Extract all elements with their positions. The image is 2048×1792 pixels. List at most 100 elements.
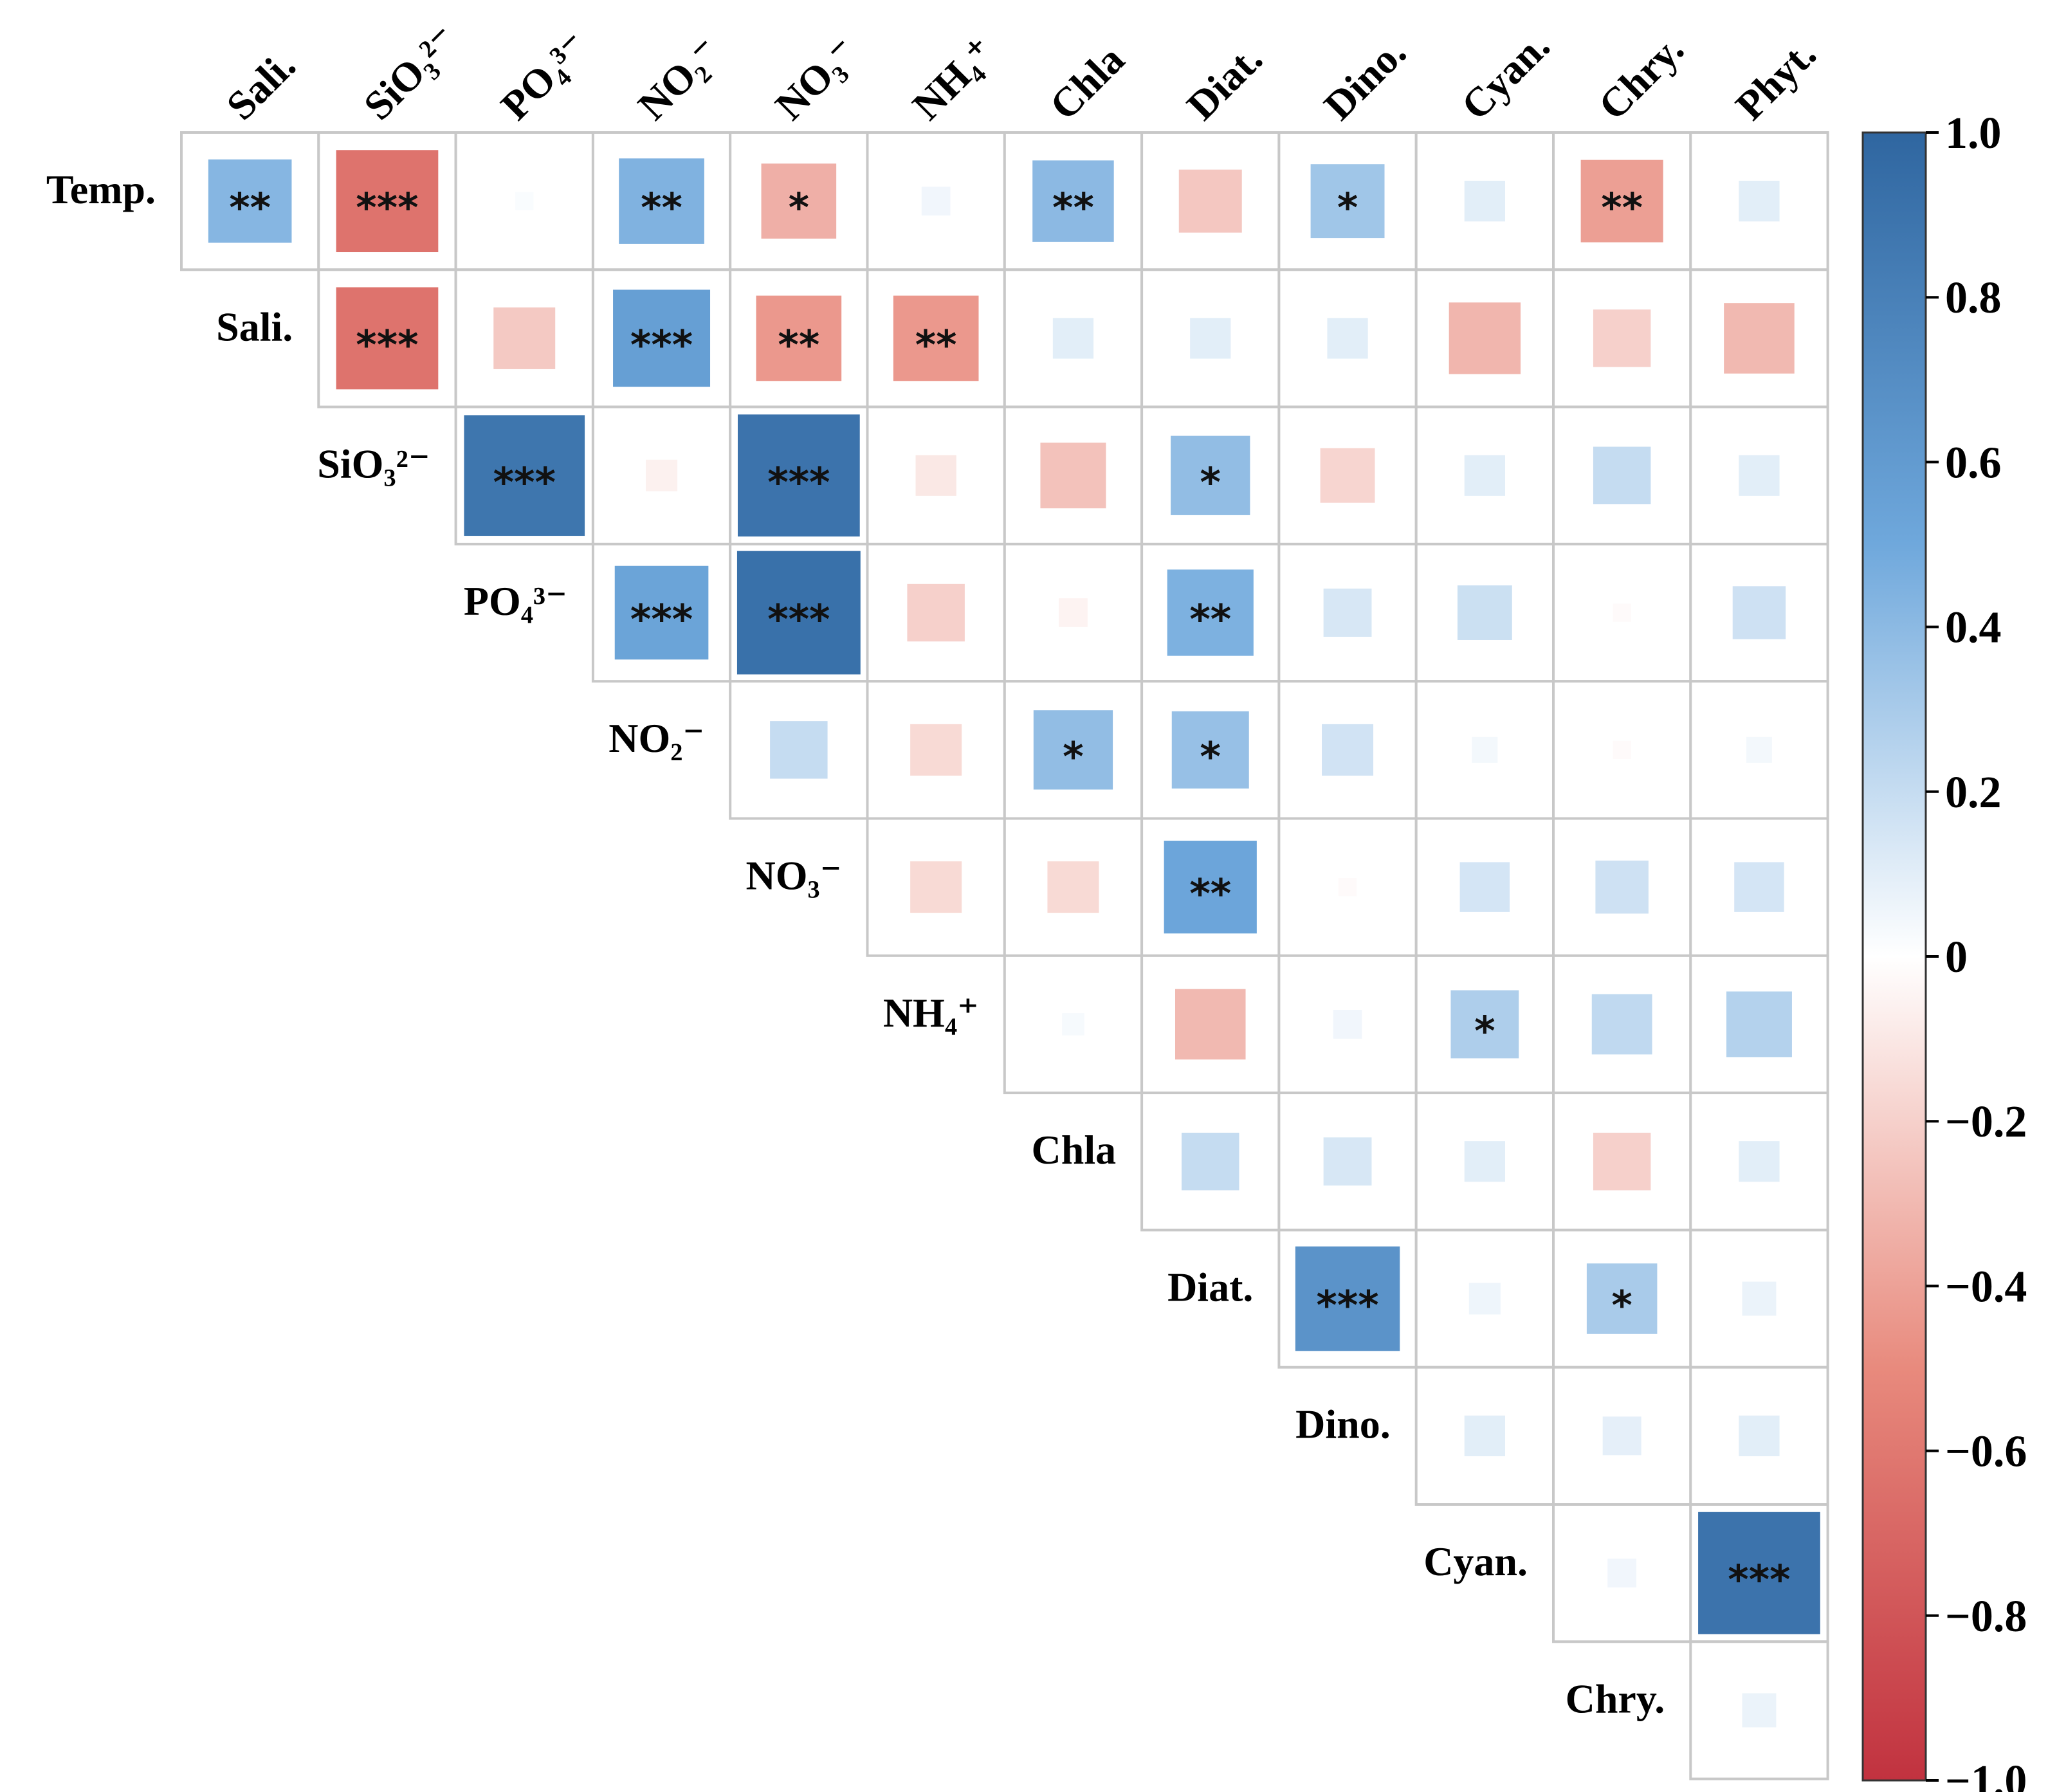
cell-no2-nh4 <box>866 680 1006 820</box>
column-label-phyt: Phyt. <box>1727 31 1825 129</box>
correlation-square <box>1032 160 1114 242</box>
correlation-square <box>1742 1281 1777 1316</box>
cell-sio32-no2 <box>591 405 732 545</box>
correlation-square <box>761 163 837 239</box>
correlation-square <box>1310 164 1385 239</box>
row-label-cyan: Cyan. <box>1423 1539 1528 1584</box>
significance-marker: *** <box>767 596 830 643</box>
correlation-square <box>1602 1416 1641 1456</box>
correlation-square <box>1175 989 1246 1060</box>
cell-temp-chry: ** <box>1552 131 1692 271</box>
cell-sio32-dino <box>1277 405 1418 545</box>
correlation-square <box>1464 181 1505 222</box>
cell-sali-no2: *** <box>591 268 732 408</box>
correlation-square <box>1593 446 1651 504</box>
significance-marker: *** <box>767 459 830 506</box>
significance-marker: * <box>1200 459 1221 506</box>
correlation-square <box>1746 736 1772 763</box>
correlation-square <box>1295 1246 1400 1351</box>
colorbar-tick-label: −0.2 <box>1945 1097 2027 1147</box>
correlation-square <box>736 551 861 675</box>
cell-po43-no2: *** <box>591 542 732 683</box>
correlation-square <box>910 724 962 776</box>
significance-marker: ** <box>915 322 957 369</box>
cell-sio32-cyan <box>1414 405 1555 545</box>
correlation-square <box>336 287 439 390</box>
colorbar-tick-label: 0.4 <box>1945 603 2002 653</box>
cell-po43-no3: *** <box>729 542 869 683</box>
correlation-square <box>756 295 842 381</box>
significance-marker: ** <box>229 185 271 232</box>
column-label-cyan: Cyan. <box>1452 23 1559 129</box>
correlation-square <box>1190 318 1231 359</box>
column-label-sio32: SiO₃²⁻ <box>355 17 467 129</box>
row-label-nh4: NH₄⁺ <box>883 990 979 1036</box>
cell-nh4-dino <box>1277 954 1418 1095</box>
cell-no3-dino <box>1277 817 1418 957</box>
correlation-square <box>1464 1415 1505 1456</box>
correlation-square <box>1586 1263 1658 1334</box>
cell-chry-phyt <box>1689 1640 1829 1780</box>
cell-po43-nh4 <box>866 542 1006 683</box>
cell-chla-diat <box>1140 1092 1281 1232</box>
significance-marker: *** <box>356 185 418 232</box>
colorbar-tick-label: −0.8 <box>1945 1592 2027 1641</box>
cell-nh4-chry <box>1552 954 1692 1095</box>
correlation-square <box>907 583 965 642</box>
cell-temp-phyt <box>1689 131 1829 271</box>
cell-no2-cyan <box>1414 680 1555 820</box>
correlation-square <box>1327 318 1368 359</box>
cell-diat-chry: * <box>1552 1229 1692 1369</box>
column-label-diat: Diat. <box>1178 35 1270 128</box>
colorbar-tick-label: 0.6 <box>1945 438 2002 488</box>
correlation-square <box>1033 710 1113 790</box>
column-label-nh4: NH₄⁺ <box>904 28 1004 129</box>
correlation-square <box>915 455 956 496</box>
colorbar-tick-label: −1.0 <box>1945 1757 2027 1792</box>
correlation-square <box>1052 318 1094 359</box>
correlation-square <box>1333 1010 1362 1039</box>
colorbar-tick-label: 0.2 <box>1945 768 2002 818</box>
cell-chla-cyan <box>1414 1092 1555 1232</box>
cell-sali-phyt <box>1689 268 1829 408</box>
cell-nh4-cyan: * <box>1414 954 1555 1095</box>
cell-no3-diat: ** <box>1140 817 1281 957</box>
correlation-square <box>1171 711 1249 789</box>
correlation-square <box>1742 1693 1777 1728</box>
correlation-square <box>1734 862 1784 912</box>
column-label-po43: PO₄³⁻ <box>492 23 598 129</box>
column-label-chry: Chry. <box>1589 26 1692 129</box>
colorbar-gradient <box>1861 131 1927 1782</box>
cell-temp-cyan <box>1414 131 1555 271</box>
significance-marker: *** <box>356 322 418 369</box>
row-label-diat: Diat. <box>1167 1264 1253 1310</box>
cell-sali-sio32: *** <box>317 268 457 408</box>
cell-temp-diat <box>1140 131 1281 271</box>
significance-marker: ** <box>641 185 682 232</box>
correlation-square <box>464 415 585 536</box>
significance-marker: * <box>1063 733 1083 780</box>
correlation-square <box>1468 1283 1501 1315</box>
significance-marker: * <box>789 185 809 232</box>
cell-chla-phyt <box>1689 1092 1829 1232</box>
cell-no2-diat: * <box>1140 680 1281 820</box>
significance-marker: * <box>1474 1007 1495 1054</box>
row-label-chry: Chry. <box>1566 1676 1665 1721</box>
cell-po43-chla <box>1003 542 1144 683</box>
cell-temp-dino: * <box>1277 131 1418 271</box>
cell-nh4-diat <box>1140 954 1281 1095</box>
column-label-no2: NO₂⁻ <box>629 28 729 129</box>
colorbar-tick-label: 1.0 <box>1945 109 2002 158</box>
cell-diat-phyt <box>1689 1229 1829 1369</box>
cell-no3-cyan <box>1414 817 1555 957</box>
correlation-square <box>1182 1133 1239 1191</box>
correlation-square <box>1459 862 1510 912</box>
correlation-square <box>1323 1137 1372 1186</box>
row-label-no3: NO₃⁻ <box>746 853 842 899</box>
cell-no3-phyt <box>1689 817 1829 957</box>
correlation-square <box>1322 724 1374 776</box>
correlation-square <box>1178 169 1242 233</box>
row-label-chla: Chla <box>1032 1127 1117 1173</box>
significance-marker: ** <box>1052 185 1094 232</box>
